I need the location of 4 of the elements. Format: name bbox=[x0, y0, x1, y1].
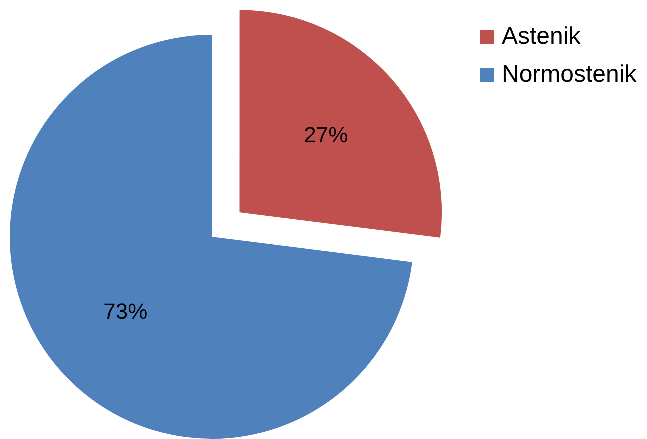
data-label: 73% bbox=[104, 299, 148, 324]
data-label: 27% bbox=[304, 122, 348, 148]
legend-label: Astenik bbox=[502, 23, 581, 51]
legend-label: Normostenik bbox=[502, 61, 637, 89]
